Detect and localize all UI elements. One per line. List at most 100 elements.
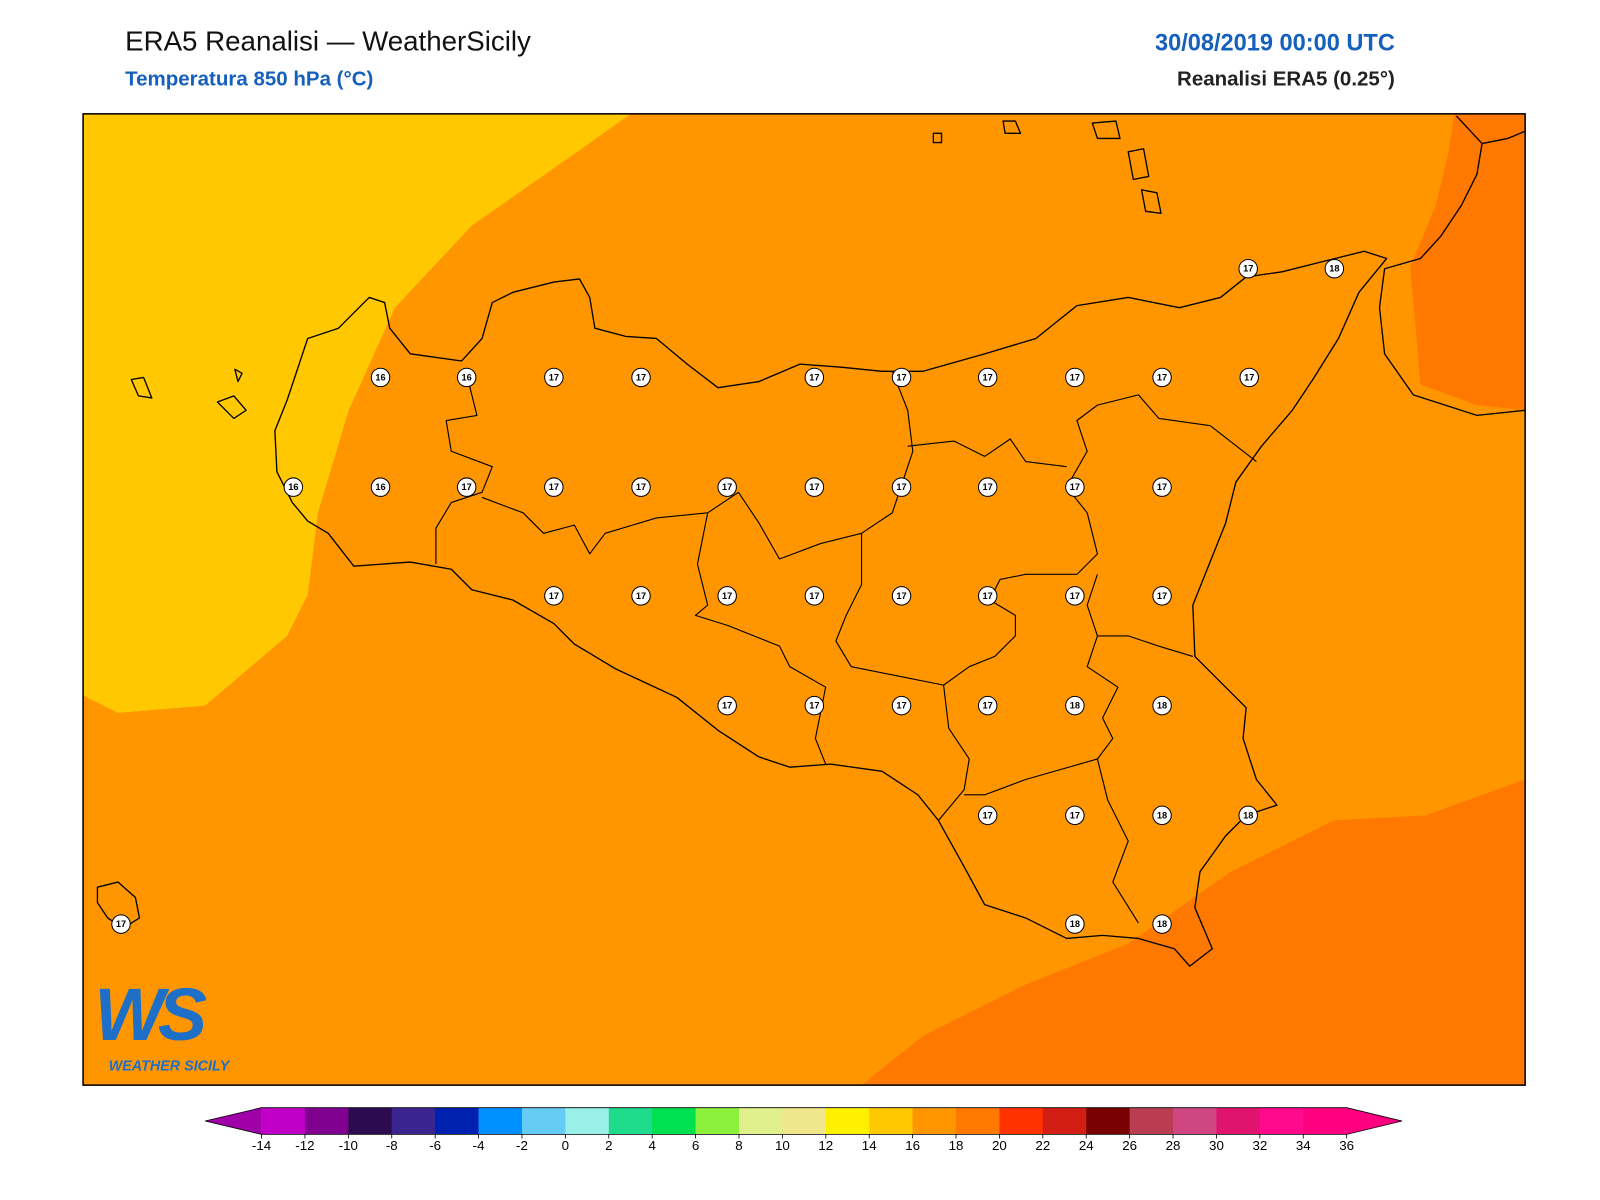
- station-value: 17: [1070, 482, 1080, 492]
- colorbar-under: [205, 1107, 262, 1135]
- station-value: 17: [896, 701, 906, 711]
- station-value: 16: [375, 372, 385, 382]
- colorbar-tick-label: 14: [862, 1138, 877, 1153]
- station-value: 17: [549, 372, 559, 382]
- colorbar-bin: [652, 1107, 697, 1135]
- station-marker: [1065, 367, 1085, 388]
- station-value: 18: [1157, 810, 1167, 820]
- station-value: 18: [1070, 919, 1080, 929]
- station-marker: [1239, 367, 1259, 388]
- colorbar-tick-label: 16: [905, 1138, 920, 1153]
- logo-mark: WS: [94, 973, 207, 1056]
- station-value: 17: [722, 591, 732, 601]
- station-marker: [1152, 477, 1172, 497]
- station-value: 17: [983, 701, 993, 711]
- temperature-field: [83, 113, 631, 713]
- station-marker: [370, 367, 391, 388]
- colorbar-bin: [348, 1107, 393, 1135]
- station-marker: [977, 586, 998, 606]
- colorbar-tick-label: -10: [339, 1138, 358, 1153]
- colorbar-tick-label: 10: [775, 1138, 790, 1153]
- station-value: 17: [983, 482, 993, 492]
- coastline: [274, 250, 1388, 967]
- station-value: 17: [636, 482, 646, 492]
- station-value: 17: [549, 591, 559, 601]
- station-marker: [1152, 805, 1172, 826]
- station-value: 18: [1070, 701, 1080, 711]
- stations: 17 18 16 16 17 17 17 17 17 17 17 17 16 16 17 17 17 17 17 17…: [111, 258, 1345, 934]
- colorbar-bin: [1173, 1107, 1217, 1135]
- station-value: 17: [722, 482, 732, 492]
- colorbar-tick-label: 34: [1296, 1138, 1311, 1153]
- station-value: 17: [549, 482, 559, 492]
- colorbar-tick-label: -6: [429, 1138, 441, 1153]
- station-marker: [804, 586, 825, 606]
- station-marker: [283, 477, 304, 497]
- station-marker: [1152, 367, 1172, 388]
- station-value: 17: [722, 701, 732, 711]
- station-value: 18: [1329, 264, 1339, 274]
- colorbar-tick-label: 12: [818, 1138, 833, 1153]
- colorbar-over: [1346, 1107, 1403, 1135]
- station-marker: [111, 914, 131, 934]
- station-marker: [977, 477, 998, 497]
- station-marker: [804, 477, 825, 497]
- station-value: 18: [1157, 701, 1167, 711]
- colorbar-bin: [435, 1107, 480, 1135]
- station-value: 18: [1157, 919, 1167, 929]
- colorbar-bin: [869, 1107, 914, 1135]
- station-marker: [370, 477, 391, 497]
- colorbar-bin: [1259, 1107, 1304, 1135]
- temperature-field: [861, 779, 1526, 1086]
- station-marker: [631, 367, 651, 388]
- colorbar-bin: [782, 1107, 827, 1135]
- colorbar-tick-label: 24: [1079, 1138, 1094, 1153]
- station-value: 16: [375, 482, 385, 492]
- colorbar-tick-label: 20: [992, 1138, 1007, 1153]
- station-marker: [1065, 914, 1085, 934]
- colorbar-bin: [304, 1107, 349, 1135]
- colorbar-tick-label: 28: [1166, 1138, 1181, 1153]
- station-marker: [1065, 695, 1085, 716]
- colorbar-bin: [695, 1107, 740, 1135]
- station-value: 17: [636, 591, 646, 601]
- colorbar-bin: [608, 1107, 653, 1135]
- colorbar-bin: [825, 1107, 870, 1135]
- station-value: 17: [896, 482, 906, 492]
- station-value: 16: [288, 482, 298, 492]
- colorbar-bin: [565, 1107, 610, 1135]
- station-marker: [804, 367, 825, 388]
- station-marker: [717, 586, 737, 606]
- station-value: 17: [809, 372, 819, 382]
- logo: WS WEATHER SICILY: [94, 973, 230, 1074]
- station-marker: [717, 695, 737, 716]
- station-marker: [1324, 258, 1345, 279]
- station-marker: [544, 367, 564, 388]
- logo-text: WEATHER SICILY: [109, 1058, 231, 1074]
- station-value: 17: [1244, 372, 1254, 382]
- colorbar-bin: [738, 1107, 783, 1135]
- station-value: 17: [896, 372, 906, 382]
- station-marker: [456, 477, 477, 497]
- station-value: 17: [809, 482, 819, 492]
- station-value: 17: [809, 701, 819, 711]
- colorbar-bin: [1086, 1107, 1131, 1135]
- station-marker: [977, 805, 998, 826]
- station-value: 17: [1070, 810, 1080, 820]
- station-marker: [891, 367, 912, 388]
- station-value: 17: [636, 372, 646, 382]
- colorbar-tick-label: 36: [1339, 1138, 1354, 1153]
- station-value: 17: [1070, 591, 1080, 601]
- station-value: 17: [1157, 372, 1167, 382]
- subtitle: Temperatura 850 hPa (°C): [125, 67, 373, 90]
- station-marker: [1152, 586, 1172, 606]
- station-value: 17: [1157, 482, 1167, 492]
- province-border: [435, 371, 1257, 924]
- station-value: 17: [983, 372, 993, 382]
- station-marker: [717, 477, 737, 497]
- station-value: 17: [462, 482, 472, 492]
- island: [96, 120, 1162, 929]
- colorbar-tick-label: 4: [648, 1138, 656, 1153]
- colorbar-tick-label: 22: [1035, 1138, 1050, 1153]
